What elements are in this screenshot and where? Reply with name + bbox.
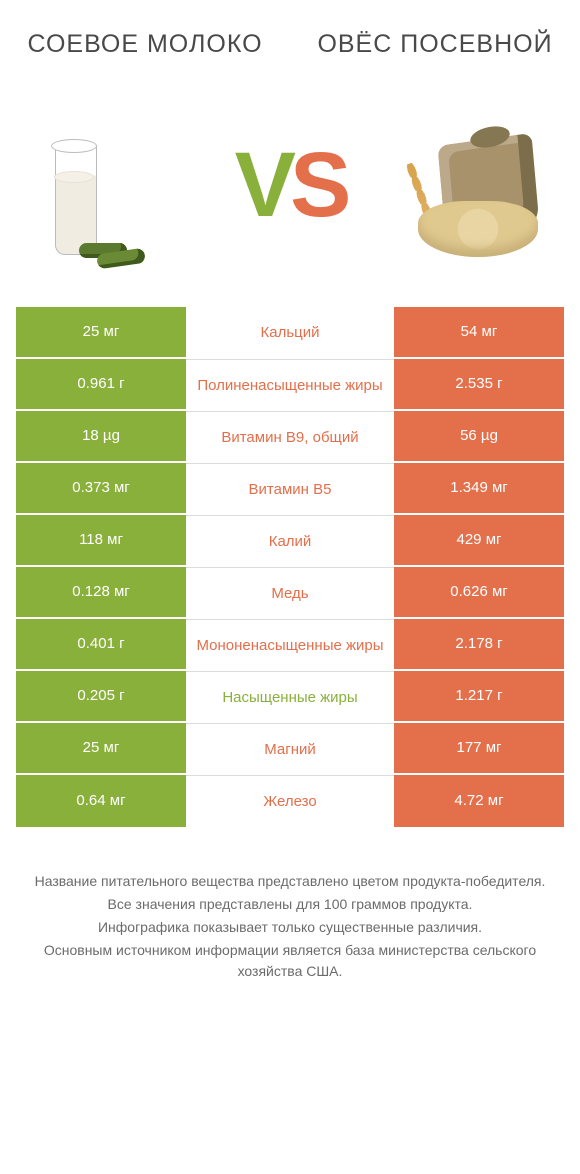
nutrient-label-cell: Кальций bbox=[186, 307, 394, 359]
comparison-table: 25 мгКальций54 мг0.961 гПолиненасыщенные… bbox=[16, 307, 564, 827]
right-product-image bbox=[405, 111, 555, 261]
nutrient-label-cell: Мононенасыщенные жиры bbox=[186, 619, 394, 671]
right-value-cell: 429 мг bbox=[394, 515, 564, 567]
table-row: 0.205 гНасыщенные жиры1.217 г bbox=[16, 671, 564, 723]
nutrient-label-cell: Полиненасыщенные жиры bbox=[186, 359, 394, 411]
left-value-cell: 18 µg bbox=[16, 411, 186, 463]
soy-milk-icon bbox=[51, 145, 149, 261]
right-value-cell: 56 µg bbox=[394, 411, 564, 463]
left-value-cell: 0.373 мг bbox=[16, 463, 186, 515]
nutrient-label-cell: Витамин B5 bbox=[186, 463, 394, 515]
table-row: 25 мгКальций54 мг bbox=[16, 307, 564, 359]
table-row: 25 мгМагний177 мг bbox=[16, 723, 564, 775]
table-row: 0.64 мгЖелезо4.72 мг bbox=[16, 775, 564, 827]
nutrient-label-cell: Магний bbox=[186, 723, 394, 775]
comparison-tbody: 25 мгКальций54 мг0.961 гПолиненасыщенные… bbox=[16, 307, 564, 827]
left-value-cell: 0.401 г bbox=[16, 619, 186, 671]
right-value-cell: 177 мг bbox=[394, 723, 564, 775]
footnote-line: Все значения представлены для 100 граммо… bbox=[16, 894, 564, 915]
left-value-cell: 118 мг bbox=[16, 515, 186, 567]
footnote-line: Название питательного вещества представл… bbox=[16, 871, 564, 892]
left-value-cell: 0.205 г bbox=[16, 671, 186, 723]
right-product-title: ОВЁС ПОСЕВНОЙ bbox=[290, 28, 580, 61]
soybean-pods-icon bbox=[79, 243, 149, 263]
nutrient-label-cell: Медь bbox=[186, 567, 394, 619]
infographic-root: СОЕВОЕ МОЛОКО ОВЁС ПОСЕВНОЙ VS bbox=[0, 0, 580, 982]
table-row: 0.401 гМононенасыщенные жиры2.178 г bbox=[16, 619, 564, 671]
vs-s-letter: S bbox=[290, 134, 345, 236]
right-value-cell: 1.349 мг bbox=[394, 463, 564, 515]
table-row: 0.961 гПолиненасыщенные жиры2.535 г bbox=[16, 359, 564, 411]
left-product-image bbox=[25, 111, 175, 261]
left-value-cell: 0.961 г bbox=[16, 359, 186, 411]
vs-label: VS bbox=[235, 133, 346, 238]
nutrient-label-cell: Насыщенные жиры bbox=[186, 671, 394, 723]
right-value-cell: 0.626 мг bbox=[394, 567, 564, 619]
product-titles: СОЕВОЕ МОЛОКО ОВЁС ПОСЕВНОЙ bbox=[0, 0, 580, 61]
table-row: 0.373 мгВитамин B51.349 мг bbox=[16, 463, 564, 515]
hero-row: VS bbox=[0, 61, 580, 307]
vs-v-letter: V bbox=[235, 134, 290, 236]
left-value-cell: 25 мг bbox=[16, 723, 186, 775]
left-value-cell: 0.64 мг bbox=[16, 775, 186, 827]
table-row: 18 µgВитамин B9, общий56 µg bbox=[16, 411, 564, 463]
nutrient-label-cell: Витамин B9, общий bbox=[186, 411, 394, 463]
oat-sack-icon bbox=[410, 131, 550, 261]
right-value-cell: 4.72 мг bbox=[394, 775, 564, 827]
table-row: 0.128 мгМедь0.626 мг bbox=[16, 567, 564, 619]
right-value-cell: 2.178 г bbox=[394, 619, 564, 671]
left-product-title: СОЕВОЕ МОЛОКО bbox=[0, 28, 290, 61]
footnote-line: Инфографика показывает только существенн… bbox=[16, 917, 564, 938]
right-value-cell: 54 мг bbox=[394, 307, 564, 359]
nutrient-label-cell: Железо bbox=[186, 775, 394, 827]
right-value-cell: 1.217 г bbox=[394, 671, 564, 723]
left-value-cell: 25 мг bbox=[16, 307, 186, 359]
footnotes: Название питательного вещества представл… bbox=[16, 871, 564, 982]
table-row: 118 мгКалий429 мг bbox=[16, 515, 564, 567]
left-value-cell: 0.128 мг bbox=[16, 567, 186, 619]
right-value-cell: 2.535 г bbox=[394, 359, 564, 411]
nutrient-label-cell: Калий bbox=[186, 515, 394, 567]
footnote-line: Основным источником информации является … bbox=[16, 940, 564, 982]
